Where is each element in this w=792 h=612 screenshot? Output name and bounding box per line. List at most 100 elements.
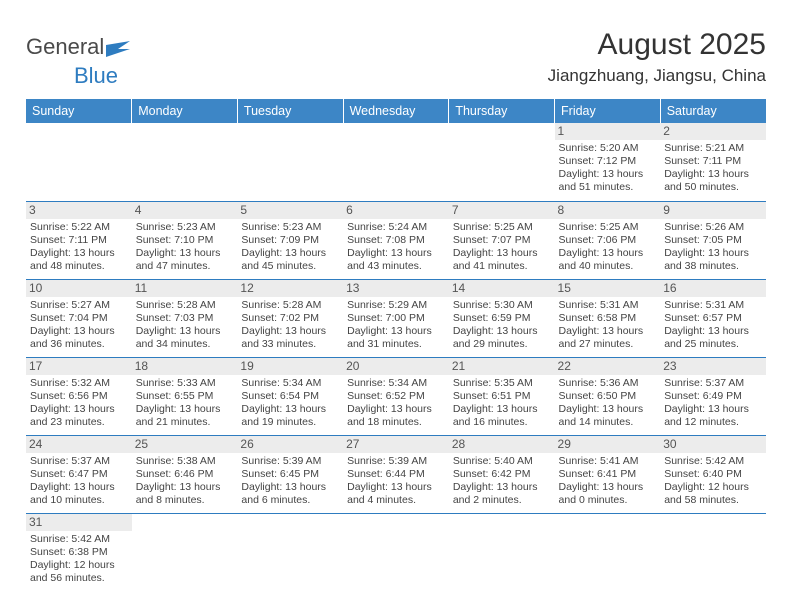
day-info-line: Sunrise: 5:41 AM [559, 455, 657, 468]
day-number: 3 [26, 202, 132, 219]
day-info-line: Daylight: 13 hours [559, 247, 657, 260]
day-info-line: and 10 minutes. [30, 494, 128, 507]
day-info-line: Sunset: 7:07 PM [453, 234, 551, 247]
day-info-line: Daylight: 12 hours [30, 559, 128, 572]
day-cell: 16Sunrise: 5:31 AMSunset: 6:57 PMDayligh… [660, 279, 766, 357]
day-info-line: Sunrise: 5:40 AM [453, 455, 551, 468]
day-info-line: Daylight: 13 hours [559, 325, 657, 338]
day-info-line: Sunrise: 5:29 AM [347, 299, 445, 312]
day-number: 13 [343, 280, 449, 297]
day-info-line: Sunrise: 5:24 AM [347, 221, 445, 234]
day-info-line: and 27 minutes. [559, 338, 657, 351]
day-cell [343, 123, 449, 201]
week-row: 24Sunrise: 5:37 AMSunset: 6:47 PMDayligh… [26, 435, 766, 513]
day-info-line: Sunset: 6:52 PM [347, 390, 445, 403]
day-number: 19 [237, 358, 343, 375]
day-info-line: Daylight: 13 hours [664, 168, 762, 181]
day-info-line: Sunset: 6:55 PM [136, 390, 234, 403]
day-cell: 26Sunrise: 5:39 AMSunset: 6:45 PMDayligh… [237, 435, 343, 513]
week-row: 10Sunrise: 5:27 AMSunset: 7:04 PMDayligh… [26, 279, 766, 357]
day-cell: 4Sunrise: 5:23 AMSunset: 7:10 PMDaylight… [132, 201, 238, 279]
day-info-line: Daylight: 13 hours [347, 325, 445, 338]
day-number: 7 [449, 202, 555, 219]
day-number: 14 [449, 280, 555, 297]
day-info-line: Sunset: 7:09 PM [241, 234, 339, 247]
day-info-line: Sunset: 6:54 PM [241, 390, 339, 403]
day-info-line: and 33 minutes. [241, 338, 339, 351]
day-info-line: Sunset: 6:41 PM [559, 468, 657, 481]
day-number: 23 [660, 358, 766, 375]
day-info-line: Sunrise: 5:37 AM [30, 455, 128, 468]
day-info-line: Sunset: 6:42 PM [453, 468, 551, 481]
day-cell: 19Sunrise: 5:34 AMSunset: 6:54 PMDayligh… [237, 357, 343, 435]
day-cell: 8Sunrise: 5:25 AMSunset: 7:06 PMDaylight… [555, 201, 661, 279]
day-info-line: Daylight: 13 hours [664, 325, 762, 338]
day-cell: 31 Sunrise: 5:42 AMSunset: 6:38 PMDayligh… [26, 513, 132, 591]
day-info-line: and 18 minutes. [347, 416, 445, 429]
title-block: August 2025 Jiangzhuang, Jiangsu, China [548, 28, 766, 86]
day-info-line: Daylight: 13 hours [241, 481, 339, 494]
day-cell: 15Sunrise: 5:31 AMSunset: 6:58 PMDayligh… [555, 279, 661, 357]
day-info-line: and 19 minutes. [241, 416, 339, 429]
day-info-line: Daylight: 13 hours [241, 325, 339, 338]
week-row: 17Sunrise: 5:32 AMSunset: 6:56 PMDayligh… [26, 357, 766, 435]
logo-text: General Blue [26, 34, 132, 88]
day-info-line: Sunset: 7:03 PM [136, 312, 234, 325]
day-info-line: and 4 minutes. [347, 494, 445, 507]
day-cell: 22Sunrise: 5:36 AMSunset: 6:50 PMDayligh… [555, 357, 661, 435]
day-info-line: Daylight: 13 hours [347, 247, 445, 260]
day-number: 28 [449, 436, 555, 453]
day-cell: 12Sunrise: 5:28 AMSunset: 7:02 PMDayligh… [237, 279, 343, 357]
day-info-line: Sunrise: 5:23 AM [241, 221, 339, 234]
day-info-line: Sunrise: 5:34 AM [241, 377, 339, 390]
day-info-line: and 36 minutes. [30, 338, 128, 351]
day-info-line: Sunset: 6:45 PM [241, 468, 339, 481]
week-row: 31 Sunrise: 5:42 AMSunset: 6:38 PMDayligh… [26, 513, 766, 591]
day-info-line: and 34 minutes. [136, 338, 234, 351]
day-number: 17 [26, 358, 132, 375]
day-info-line: Sunset: 6:49 PM [664, 390, 762, 403]
day-number: 31 [26, 514, 132, 531]
day-cell: 29Sunrise: 5:41 AMSunset: 6:41 PMDayligh… [555, 435, 661, 513]
calendar-table: Sunday Monday Tuesday Wednesday Thursday… [26, 99, 766, 591]
day-info-line: Sunset: 6:47 PM [30, 468, 128, 481]
day-number: 20 [343, 358, 449, 375]
day-info-line: and 14 minutes. [559, 416, 657, 429]
logo-word2: Blue [74, 63, 118, 88]
day-info-line: Daylight: 13 hours [30, 325, 128, 338]
day-info-line: Daylight: 13 hours [453, 481, 551, 494]
location: Jiangzhuang, Jiangsu, China [548, 66, 766, 86]
day-info-line: and 58 minutes. [664, 494, 762, 507]
day-info-line: and 25 minutes. [664, 338, 762, 351]
day-info-line: Sunrise: 5:36 AM [559, 377, 657, 390]
day-info-line: Sunrise: 5:21 AM [664, 142, 762, 155]
day-cell [237, 123, 343, 201]
day-cell: 25Sunrise: 5:38 AMSunset: 6:46 PMDayligh… [132, 435, 238, 513]
day-info-line: Sunrise: 5:39 AM [347, 455, 445, 468]
day-info-line: Sunset: 6:50 PM [559, 390, 657, 403]
day-header-row: Sunday Monday Tuesday Wednesday Thursday… [26, 99, 766, 123]
day-header: Friday [555, 99, 661, 123]
day-info-line: and 16 minutes. [453, 416, 551, 429]
day-info-line: Daylight: 12 hours [664, 481, 762, 494]
day-info-line: Sunrise: 5:23 AM [136, 221, 234, 234]
day-info-line: Daylight: 13 hours [136, 247, 234, 260]
day-info-line: Sunset: 7:06 PM [559, 234, 657, 247]
day-cell [237, 513, 343, 591]
day-info-line: Sunset: 7:12 PM [559, 155, 657, 168]
day-header: Saturday [660, 99, 766, 123]
day-info-line: Sunrise: 5:42 AM [30, 533, 128, 546]
day-info-line: Daylight: 13 hours [30, 247, 128, 260]
day-info-line: Sunset: 6:38 PM [30, 546, 128, 559]
day-header: Sunday [26, 99, 132, 123]
day-info-line: and 45 minutes. [241, 260, 339, 273]
day-info-line: Sunset: 7:02 PM [241, 312, 339, 325]
day-cell: 9Sunrise: 5:26 AMSunset: 7:05 PMDaylight… [660, 201, 766, 279]
month-title: August 2025 [548, 28, 766, 62]
week-row: 1Sunrise: 5:20 AMSunset: 7:12 PMDaylight… [26, 123, 766, 201]
day-info-line: and 23 minutes. [30, 416, 128, 429]
day-number: 30 [660, 436, 766, 453]
day-number: 18 [132, 358, 238, 375]
day-info-line: Sunset: 7:11 PM [30, 234, 128, 247]
day-cell: 24Sunrise: 5:37 AMSunset: 6:47 PMDayligh… [26, 435, 132, 513]
